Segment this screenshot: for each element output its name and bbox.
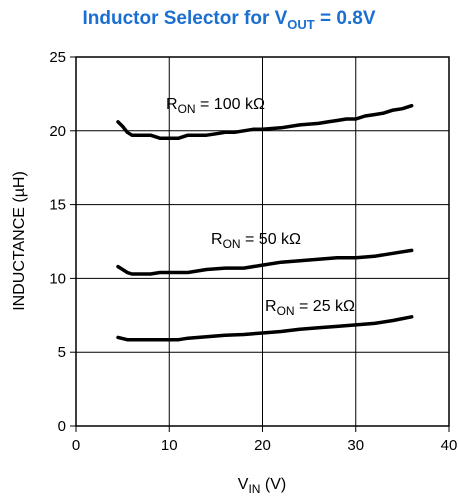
series-annotation: RON = 25 kΩ	[265, 298, 355, 318]
y-tick-label: 15	[49, 197, 66, 214]
annotation-main: R	[211, 231, 223, 248]
y-tick-label: 0	[58, 418, 66, 435]
annotation-main: R	[166, 96, 178, 113]
series-line-ron-25k	[116, 315, 414, 342]
series-annotation: RON = 100 kΩ	[166, 96, 265, 116]
annotation-rest: = 25 kΩ	[295, 298, 355, 315]
series-line-ron-100k	[116, 103, 414, 140]
annotation-subscript: ON	[277, 304, 295, 318]
x-tick-label: 10	[161, 437, 178, 454]
x-axis-label-main: V	[238, 476, 249, 493]
chart-title: Inductor Selector for VOUT = 0.8V	[82, 8, 375, 32]
x-tick-label: 30	[347, 437, 364, 454]
series-lines	[116, 103, 414, 342]
x-tick-label: 20	[254, 437, 271, 454]
x-axis-label-subscript: IN	[248, 482, 260, 496]
chart-title-subscript: OUT	[287, 17, 315, 32]
x-tick-label: 40	[441, 437, 458, 454]
x-tick-label: 0	[72, 437, 80, 454]
y-tick-label: 25	[49, 49, 66, 66]
annotation-rest: = 50 kΩ	[241, 231, 301, 248]
chart-title-prefix: Inductor Selector for V	[82, 8, 287, 29]
y-tick-label: 10	[49, 270, 66, 287]
x-axis-label: VIN (V)	[238, 476, 286, 496]
annotation-subscript: ON	[178, 102, 196, 116]
y-axis-label: INDUCTANCE (µH)	[11, 171, 28, 311]
chart-title-suffix: = 0.8V	[315, 8, 376, 29]
x-axis-label-rest: (V)	[260, 476, 286, 493]
axis-ticks: 0 10 20 30 40 0 5 10 15 20 25	[49, 49, 457, 454]
y-tick-label: 5	[58, 344, 66, 361]
y-tick-label: 20	[49, 123, 66, 140]
annotation-subscript: ON	[223, 237, 241, 251]
series-line-ron-50k	[116, 248, 414, 276]
annotation-rest: = 100 kΩ	[196, 96, 265, 113]
annotation-main: R	[265, 298, 277, 315]
series-annotation: RON = 50 kΩ	[211, 231, 301, 251]
